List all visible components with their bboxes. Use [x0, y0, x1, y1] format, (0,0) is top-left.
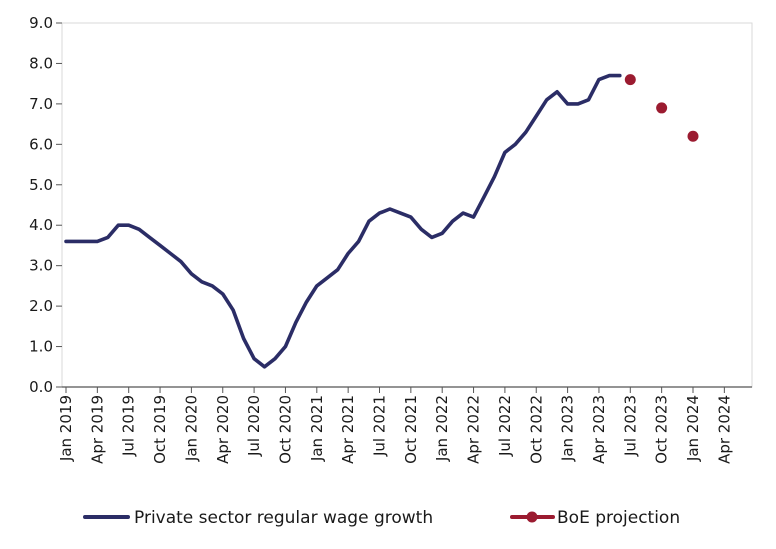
- x-tick-label: Oct 2020: [276, 395, 294, 464]
- x-tick-label: Jan 2022: [433, 395, 451, 462]
- x-tick-label: Jul 2021: [371, 395, 389, 457]
- y-axis-ticks: 0.0 1.0 2.0 3.0 4.0 5.0 6.0 7.0 8.0 9.0: [29, 14, 62, 396]
- x-tick-label: Jan 2019: [57, 395, 75, 462]
- x-tick-label: Jan 2024: [684, 395, 702, 462]
- y-tick-label: 4.0: [29, 216, 53, 234]
- x-tick-label: Jul 2020: [245, 395, 263, 457]
- legend-marker-swatch-dot: [526, 511, 538, 523]
- x-tick-label: Apr 2022: [465, 395, 483, 464]
- series-layer: [64, 73, 699, 369]
- x-tick-label: Oct 2021: [402, 395, 420, 464]
- x-tick-label: Oct 2022: [527, 395, 545, 464]
- y-tick-label: 3.0: [29, 257, 53, 275]
- x-tick-label: Apr 2020: [214, 395, 232, 464]
- legend-label-wage-growth: Private sector regular wage growth: [134, 508, 433, 528]
- x-tick-label: Jan 2021: [308, 395, 326, 462]
- x-tick-label: Jan 2020: [182, 395, 200, 462]
- boe-projection-point: [687, 130, 699, 142]
- y-tick-label: 6.0: [29, 135, 53, 153]
- legend-item-wage-growth: Private sector regular wage growth: [83, 508, 433, 528]
- x-tick-label: Jul 2023: [621, 395, 639, 457]
- x-tick-label: Apr 2019: [88, 395, 106, 464]
- x-tick-label: Oct 2019: [151, 395, 169, 464]
- y-tick-label: 9.0: [29, 14, 53, 32]
- y-tick-label: 5.0: [29, 176, 53, 194]
- y-tick-label: 0.0: [29, 378, 53, 396]
- series-line-wage-growth: [64, 73, 622, 369]
- y-tick-label: 1.0: [29, 338, 53, 356]
- x-tick-label: Jan 2023: [559, 395, 577, 462]
- plot-frame: [61, 22, 753, 388]
- x-tick-label: Apr 2024: [715, 395, 733, 464]
- x-tick-label: Jul 2022: [496, 395, 514, 457]
- boe-projection-point: [624, 74, 636, 86]
- x-tick-label: Oct 2023: [653, 395, 671, 464]
- y-tick-label: 7.0: [29, 95, 53, 113]
- x-tick-label: Jul 2019: [120, 395, 138, 457]
- y-tick-label: 8.0: [29, 54, 53, 72]
- axes: [61, 22, 753, 388]
- legend-label-boe-projection: BoE projection: [557, 508, 680, 528]
- x-axis-ticks: Jan 2019 Apr 2019 Jul 2019 Oct 2019 Jan 2020…: [57, 387, 733, 464]
- boe-projection-point: [656, 102, 668, 114]
- legend: Private sector regular wage growth BoE p…: [83, 508, 680, 528]
- x-tick-label: Apr 2021: [339, 395, 357, 464]
- x-tick-label: Apr 2023: [590, 395, 608, 464]
- legend-item-boe-projection: BoE projection: [510, 508, 680, 528]
- y-tick-label: 2.0: [29, 297, 53, 315]
